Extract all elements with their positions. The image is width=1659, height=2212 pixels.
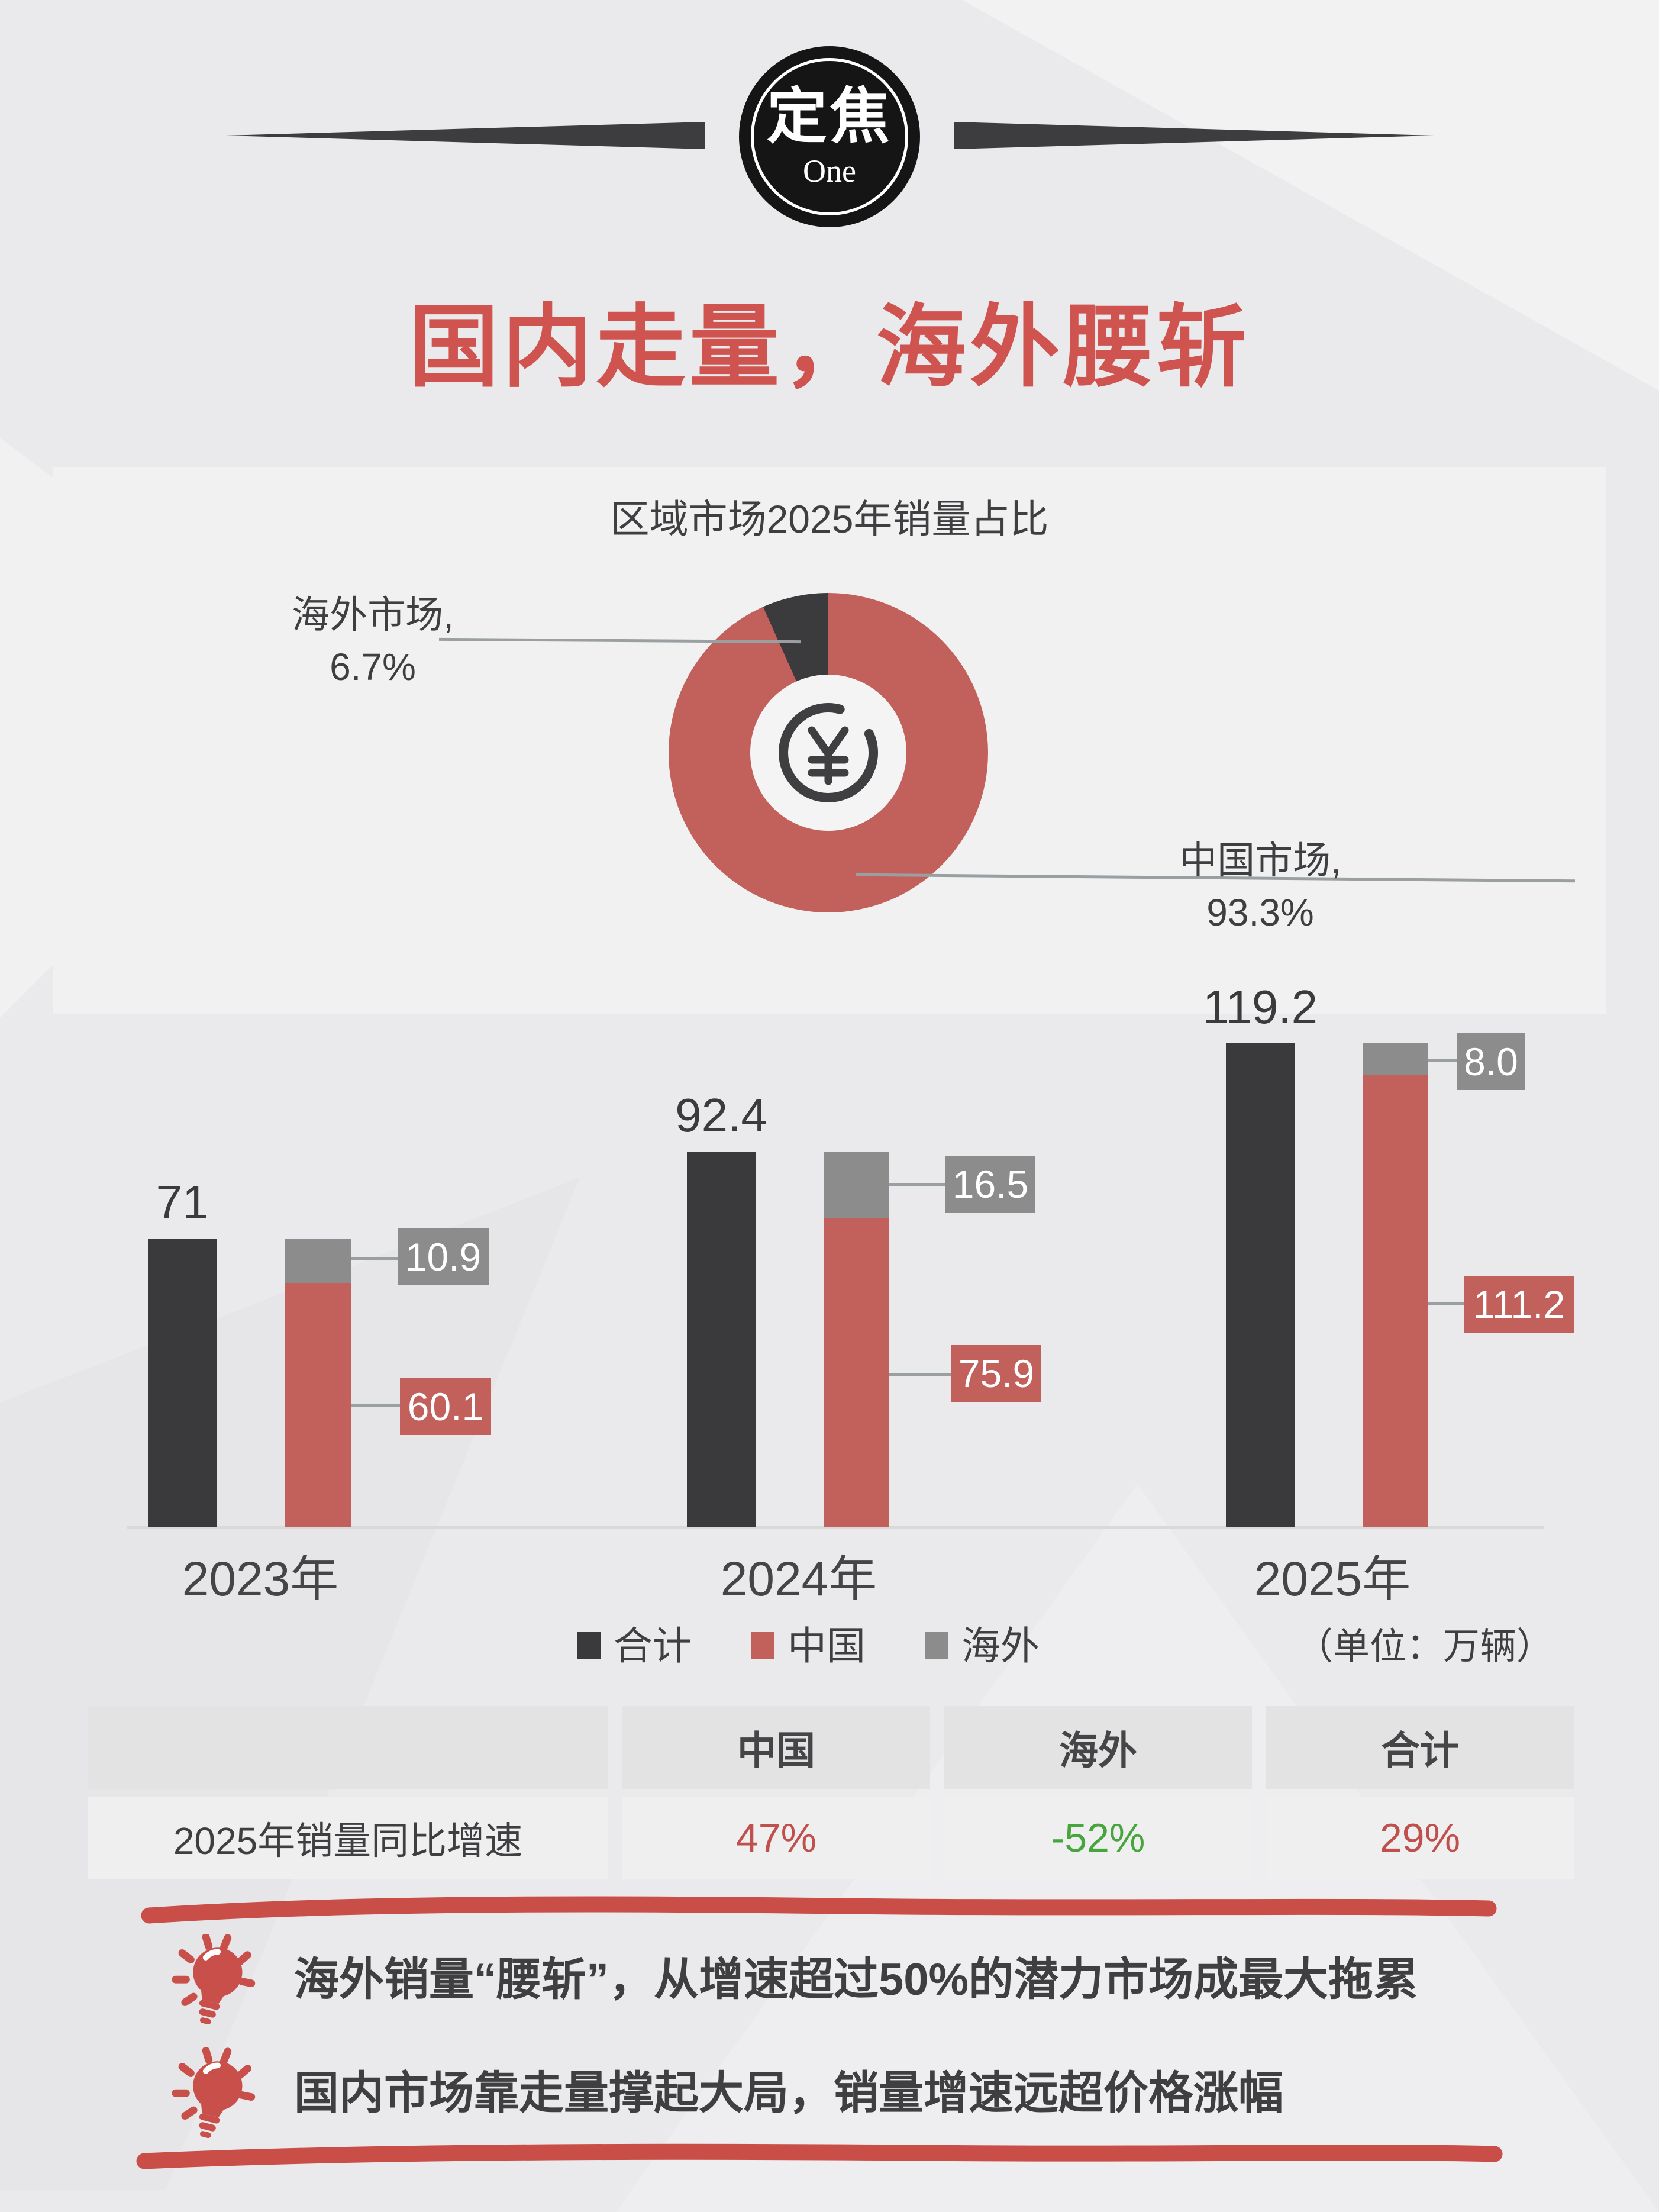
lightbulb-icon [172, 2047, 256, 2139]
china-slice-label-line1: 中国市场, [1179, 839, 1341, 882]
total-bar-2025 [1226, 1043, 1295, 1527]
x-axis-label-2025: 2025年 [1254, 1552, 1411, 1606]
table-value-china: 47% [622, 1797, 930, 1879]
callout-leader-china-2023 [351, 1404, 401, 1407]
overseas-slice-label: 海外市场, 6.7% [254, 589, 491, 694]
callout-leader-overseas-2024 [889, 1183, 945, 1186]
legend-item-china: 中国 [751, 1626, 866, 1665]
yuan-coin-icon [779, 703, 878, 802]
table-value-total: 29% [1266, 1797, 1574, 1879]
china-callout-2024: 75.9 [951, 1345, 1041, 1402]
insight-bullet-2: 国内市场靠走量撑起大局，销量增速远超价格涨幅 [294, 2068, 1283, 2119]
total-bar-2024 [687, 1152, 756, 1527]
brush-stroke-bottom [136, 2143, 1503, 2169]
overseas-bar-2024 [824, 1152, 889, 1218]
table-header-empty [88, 1706, 608, 1789]
legend-item-overseas: 海外 [925, 1626, 1040, 1665]
total-value-label-2023: 71 [156, 1176, 209, 1228]
overseas-bar-2023 [285, 1239, 351, 1283]
total-value-label-2025: 119.2 [1202, 981, 1318, 1033]
table-header-overseas: 海外 [944, 1706, 1252, 1789]
china-slice-label: 中国市场, 93.3% [1136, 834, 1384, 939]
overseas-slice-label-line2: 6.7% [330, 646, 416, 689]
page-title: 国内走量，海外腰斩 [409, 297, 1250, 398]
lightbulb-icon [172, 1934, 256, 2025]
legend-item-total: 合计 [577, 1626, 692, 1665]
table-row-label: 2025年销量同比增速 [88, 1797, 608, 1879]
growth-table: 中国 海外 合计 2025年销量同比增速 47% -52% 29% [88, 1706, 1574, 1879]
bar-chart-legend: 合计 中国 海外 [577, 1626, 1040, 1665]
legend-label-china: 中国 [787, 1624, 866, 1668]
china-callout-2023: 60.1 [400, 1378, 491, 1435]
overseas-callout-2023: 10.9 [398, 1228, 489, 1285]
legend-label-total: 合计 [614, 1624, 692, 1668]
table-header-china: 中国 [622, 1706, 930, 1789]
x-axis-label-2023: 2023年 [182, 1552, 339, 1606]
donut-chart-title: 区域市场2025年销量占比 [610, 497, 1049, 541]
china-bar-2023 [285, 1283, 351, 1527]
callout-leader-china-2025 [1428, 1302, 1464, 1305]
x-axis-label-2024: 2024年 [720, 1552, 877, 1606]
legend-label-overseas: 海外 [961, 1624, 1040, 1668]
x-axis-line [127, 1526, 1544, 1529]
total-value-label-2024: 92.4 [675, 1089, 767, 1142]
insight-bullet-1: 海外销量“腰斩”，从增速超过50%的潜力市场成最大拖累 [294, 1955, 1419, 2005]
callout-leader-overseas-2025 [1428, 1059, 1457, 1062]
badge-inner-ring [751, 58, 908, 215]
legend-swatch-overseas [925, 1632, 948, 1659]
china-bar-2024 [824, 1218, 889, 1527]
china-bar-2025 [1363, 1075, 1428, 1527]
unit-note: （单位：万辆） [1296, 1626, 1553, 1667]
overseas-callout-2024: 16.5 [945, 1156, 1035, 1213]
focus-badge: 定焦 One [739, 46, 920, 227]
table-header-total: 合计 [1266, 1706, 1574, 1789]
table-value-overseas: -52% [944, 1797, 1252, 1879]
donut-hole [750, 675, 906, 831]
header-divider-right [954, 122, 1434, 149]
overseas-slice-label-line1: 海外市场, [292, 594, 454, 636]
china-callout-2025: 111.2 [1464, 1276, 1574, 1333]
brush-stroke-top [141, 1896, 1497, 1924]
callout-leader-overseas-2023 [351, 1257, 399, 1260]
header-divider-lines [225, 122, 1434, 149]
overseas-bar-2025 [1363, 1043, 1428, 1075]
legend-swatch-china [751, 1632, 774, 1659]
callout-leader-china-2024 [889, 1373, 951, 1376]
legend-swatch-total [577, 1632, 601, 1659]
china-slice-label-line2: 93.3% [1206, 891, 1314, 934]
header-divider-left [225, 122, 705, 149]
total-bar-2023 [148, 1239, 217, 1527]
overseas-callout-2025: 8.0 [1457, 1033, 1525, 1090]
